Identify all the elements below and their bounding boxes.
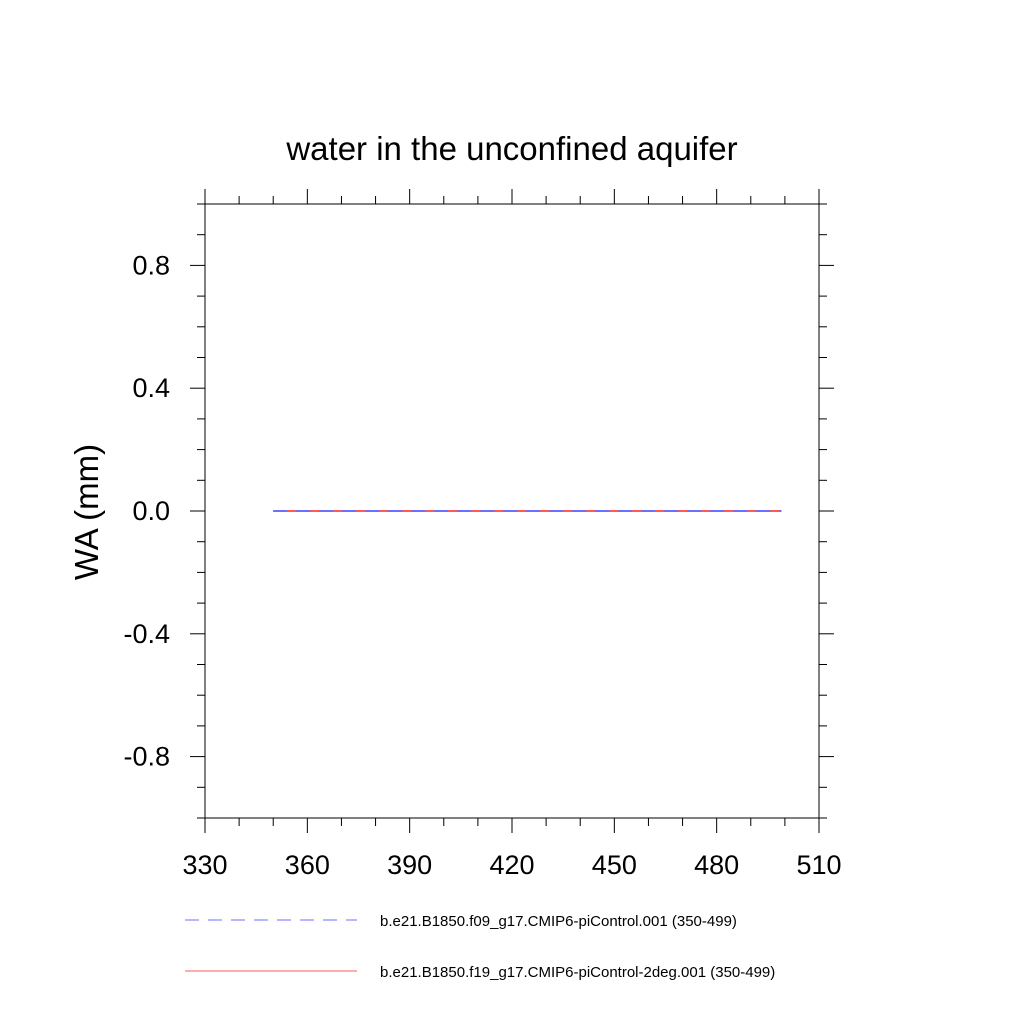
y-tick-labels: -0.8 -0.4 0.0 0.4 0.8: [123, 250, 170, 771]
y-tick-label: 0.0: [132, 496, 170, 526]
legend-label-2: b.e21.B1850.f19_g17.CMIP6-piControl-2deg…: [380, 964, 775, 981]
legend-label-1: b.e21.B1850.f09_g17.CMIP6-piControl.001 …: [380, 913, 737, 930]
minor-ticks: [197, 196, 827, 826]
x-tick-label: 330: [182, 850, 227, 880]
y-tick-label: -0.4: [123, 619, 170, 649]
major-ticks: [190, 189, 834, 833]
x-tick-label: 480: [694, 850, 739, 880]
x-tick-label: 390: [387, 850, 432, 880]
chart-title: water in the unconfined aquifer: [285, 130, 737, 167]
y-tick-label: 0.8: [132, 250, 170, 280]
x-tick-label: 360: [285, 850, 330, 880]
x-tick-label: 420: [489, 850, 534, 880]
y-tick-label: 0.4: [132, 373, 170, 403]
x-tick-label: 510: [796, 850, 841, 880]
x-tick-labels: 330 360 390 420 450 480 510: [182, 850, 841, 880]
legend: b.e21.B1850.f09_g17.CMIP6-piControl.001 …: [185, 913, 775, 981]
y-tick-label: -0.8: [123, 742, 170, 772]
x-tick-label: 450: [592, 850, 637, 880]
y-axis-label: WA (mm): [68, 444, 105, 580]
